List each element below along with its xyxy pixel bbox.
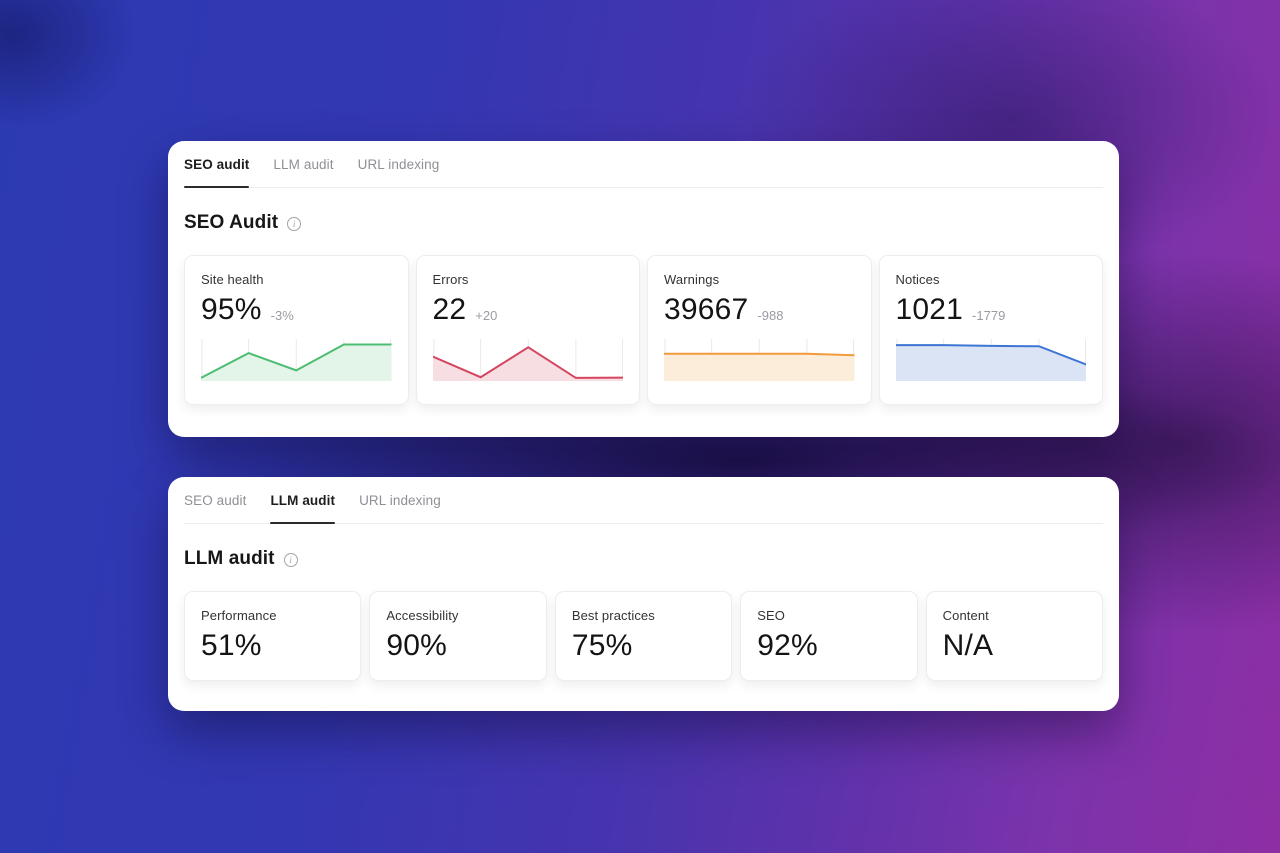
tab-seo-audit[interactable]: SEO audit xyxy=(184,141,250,188)
metric-value: 95% xyxy=(201,293,262,326)
tab-bar: SEO audit LLM audit URL indexing xyxy=(184,141,1103,188)
info-icon[interactable]: i xyxy=(283,552,298,567)
metric-card-accessibility: Accessibility 90% xyxy=(369,591,547,681)
metric-cards-row: Site health 95% -3% Errors 22 +20 Warnin… xyxy=(184,255,1103,405)
page-title: SEO Audit xyxy=(184,212,279,233)
info-icon[interactable]: i xyxy=(287,216,302,231)
metric-card-content: Content N/A xyxy=(925,591,1104,681)
seo-audit-panel: SEO audit LLM audit URL indexing SEO Aud… xyxy=(168,141,1119,437)
metric-card-warnings: Warnings 39667 -988 xyxy=(647,255,872,405)
metric-cards-row: Performance 51% Accessibility 90% Best p… xyxy=(184,591,1104,681)
metric-label: Accessibility xyxy=(386,608,459,623)
metric-value: 22 xyxy=(432,293,467,326)
metric-label: Site health xyxy=(201,272,264,287)
page-title: LLM audit xyxy=(184,548,275,569)
tab-seo-audit[interactable]: SEO audit xyxy=(184,492,247,508)
metric-delta: -988 xyxy=(757,307,784,323)
metric-delta: +20 xyxy=(475,307,498,323)
metric-card-best-practices: Best practices 75% xyxy=(554,591,733,681)
metric-value: 75% xyxy=(571,629,633,662)
metric-label: Content xyxy=(942,608,989,623)
metric-value: 1021 xyxy=(895,293,964,326)
metric-delta: -3% xyxy=(270,307,294,323)
metric-label: Performance xyxy=(201,608,277,623)
tab-llm-audit[interactable]: LLM audit xyxy=(273,156,334,172)
warnings-sparkline xyxy=(664,339,855,381)
tab-llm-audit[interactable]: LLM audit xyxy=(270,477,335,524)
metric-value: 51% xyxy=(201,629,262,662)
metric-value: 90% xyxy=(386,629,448,662)
metric-delta: -1779 xyxy=(972,307,1006,323)
tab-bar: SEO audit LLM audit URL indexing xyxy=(184,477,1103,524)
section-header: LLM audit i xyxy=(184,548,1103,570)
errors-sparkline xyxy=(432,339,623,381)
metric-value: 39667 xyxy=(664,293,749,326)
tab-url-indexing[interactable]: URL indexing xyxy=(359,492,441,508)
notices-sparkline xyxy=(895,339,1086,381)
section-header: SEO Audit i xyxy=(184,212,1103,234)
metric-card-errors: Errors 22 +20 xyxy=(415,255,640,405)
metric-value: N/A xyxy=(942,629,994,662)
metric-label: Notices xyxy=(895,272,940,287)
metric-card-seo: SEO 92% xyxy=(740,591,918,681)
tab-url-indexing[interactable]: URL indexing xyxy=(357,156,440,172)
metric-card-notices: Notices 1021 -1779 xyxy=(878,255,1103,405)
metric-label: Best practices xyxy=(571,608,655,623)
metric-card-performance: Performance 51% xyxy=(184,591,362,681)
metric-label: Warnings xyxy=(664,272,720,287)
metric-card-site-health: Site health 95% -3% xyxy=(184,255,409,405)
metric-value: 92% xyxy=(757,629,818,662)
llm-audit-panel: SEO audit LLM audit URL indexing LLM aud… xyxy=(168,477,1119,711)
site-health-sparkline xyxy=(201,339,392,381)
metric-label: SEO xyxy=(757,608,785,623)
metric-label: Errors xyxy=(432,272,469,287)
